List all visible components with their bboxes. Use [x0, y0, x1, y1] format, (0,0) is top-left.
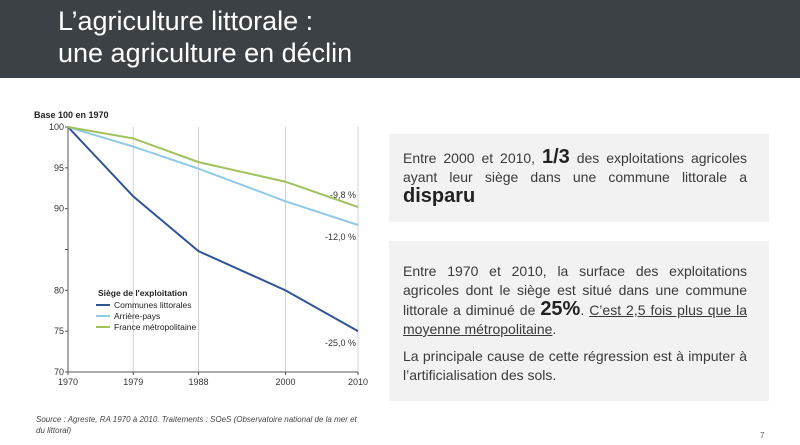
legend-label: Communes littorales	[114, 300, 191, 310]
x-tick-label: 2010	[348, 377, 368, 387]
highlight-disparu: disparu	[403, 185, 476, 207]
x-tick-label: 1979	[123, 377, 143, 387]
text: Entre 1970 et 2010, la surface des explo…	[403, 263, 747, 318]
legend-label: France métropolitaine	[114, 322, 196, 332]
series-line-2	[67, 126, 359, 208]
x-tick-label: 1970	[58, 377, 78, 387]
text: .	[552, 321, 557, 337]
paragraph-1: Entre 1970 et 2010, la surface des explo…	[403, 262, 747, 339]
highlight-fraction: 1/3	[542, 146, 570, 168]
paragraph-2: La principale cause de cette régression …	[403, 348, 747, 383]
info-box-2: Entre 1970 et 2010, la surface des explo…	[389, 241, 769, 401]
end-value-label: -25,0 %	[325, 338, 356, 348]
underlined-comparison: C’est 2,5 fois plus que la moyenne métro…	[403, 302, 748, 337]
y-tick-label: 80	[54, 285, 64, 295]
end-value-label: -9,8 %	[330, 190, 356, 200]
y-tick-label: 90	[54, 204, 64, 214]
text: Entre 2000 et 2010,	[403, 150, 542, 166]
y-tick-label: 75	[54, 326, 64, 336]
y-tick-label: 70	[54, 367, 64, 377]
series-line-1	[67, 126, 359, 226]
series-line-0	[67, 126, 359, 333]
line-chart: Base 100 en 1970 70 75 80 90 95 100 1970 1979 19…	[34, 110, 368, 387]
info-box-1: Entre 2000 et 2010, 1/3 des exploitation…	[389, 134, 769, 222]
slide-title-line-1: L’agriculture littorale :	[58, 6, 314, 36]
info-text-2: Entre 1970 et 2010, la surface des explo…	[403, 262, 747, 385]
x-tick-label: 1988	[188, 377, 208, 387]
slide-title-line-2: une agriculture en déclin	[58, 38, 353, 68]
source-note: Source : Agreste, RA 1970 à 2010. Traite…	[36, 415, 357, 435]
highlight-percent: 25%	[540, 298, 581, 320]
page-number: 7	[760, 431, 765, 440]
info-text-1: Entre 2000 et 2010, 1/3 des exploitation…	[403, 146, 747, 207]
legend-title: Siège de l'exploitation	[98, 288, 187, 298]
text: .	[580, 302, 590, 318]
text: des exploitations agricoles ayant leur s…	[403, 150, 747, 185]
title-bar: L’agriculture littorale : une agricultur…	[0, 0, 800, 78]
chart-title: Base 100 en 1970	[34, 110, 109, 120]
y-tick-label: 100	[49, 122, 64, 132]
legend-label: Arrière-pays	[114, 311, 160, 321]
x-tick-label: 2000	[275, 377, 295, 387]
end-value-label: -12,0 %	[325, 232, 356, 242]
y-tick-label: 95	[54, 163, 64, 173]
